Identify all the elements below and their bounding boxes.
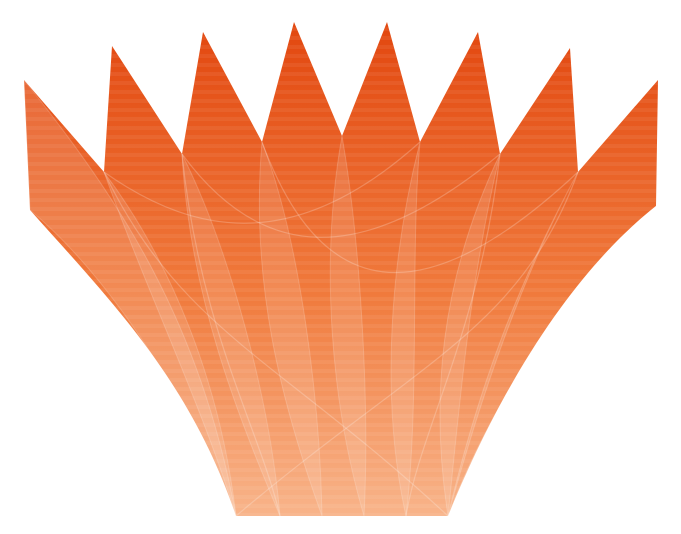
stripe-texture: [24, 22, 658, 516]
fan-artwork: [23, 22, 658, 517]
